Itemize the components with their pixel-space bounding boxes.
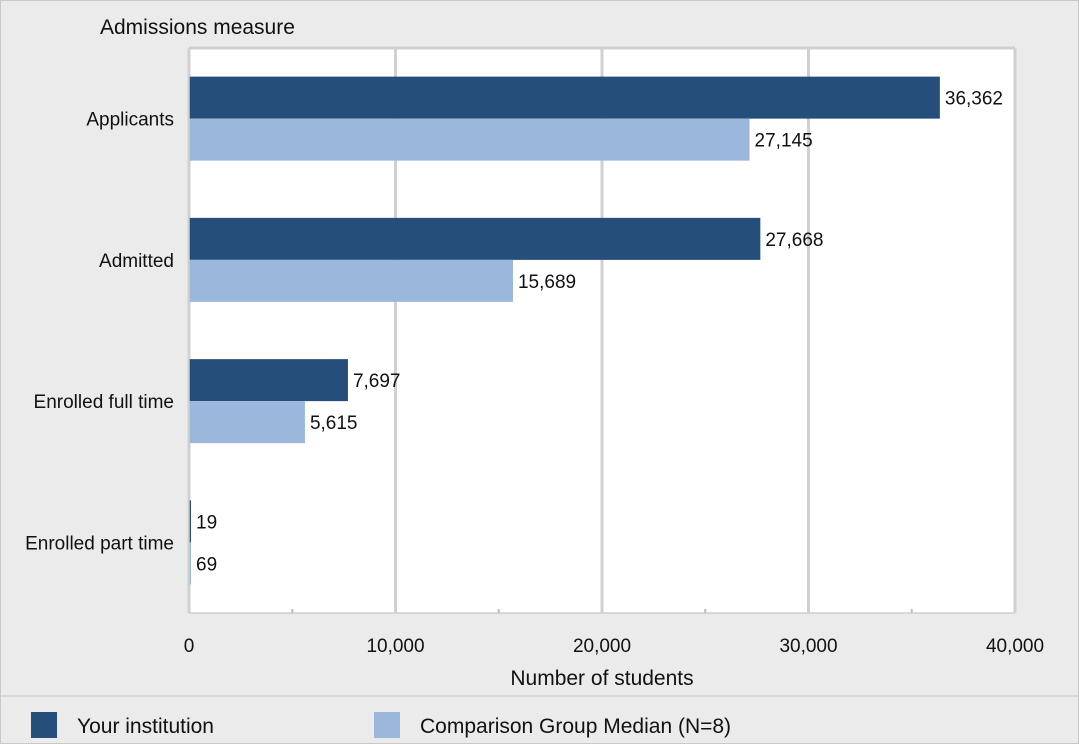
x-axis-title: Number of students	[510, 667, 693, 690]
bar-value-label-2-0: 7,697	[353, 371, 401, 392]
x-tick-label-0: 0	[184, 636, 195, 657]
chart-title: Admissions measure	[100, 16, 295, 39]
bar-labels-group: 36,362 27,145 27,668 15,689 7,697 5,615 19 69	[196, 89, 1003, 576]
category-label-1: Admitted	[99, 251, 174, 272]
legend: Your institution Comparison Group Median…	[31, 712, 731, 738]
bar-0-0	[189, 76, 940, 119]
category-label-0: Applicants	[86, 110, 174, 131]
bar-value-label-0-1: 27,145	[755, 131, 813, 152]
category-label-3: Enrolled part time	[25, 533, 174, 554]
bar-1-0	[189, 217, 761, 260]
x-tick-label-1: 10,000	[366, 636, 424, 657]
x-tick-label-3: 30,000	[779, 636, 837, 657]
bar-1-1	[189, 259, 513, 302]
bar-0-1	[189, 118, 750, 161]
bar-2-1	[189, 401, 305, 444]
bar-3-0	[189, 500, 191, 543]
bar-value-label-0-0: 36,362	[945, 89, 1003, 110]
legend-label-comparison-median: Comparison Group Median (N=8)	[420, 715, 731, 738]
x-tick-label-2: 20,000	[573, 636, 631, 657]
bar-3-1	[189, 542, 191, 585]
legend-label-your-institution: Your institution	[77, 715, 214, 738]
bar-value-label-2-1: 5,615	[310, 413, 358, 434]
bar-value-label-1-1: 15,689	[518, 272, 576, 293]
y-axis: Applicants Admitted Enrolled full time Enro…	[25, 48, 190, 613]
x-axis: 0 10,000 20,000 30,000 40,000	[184, 609, 1044, 657]
bar-value-label-3-1: 69	[196, 554, 217, 575]
bar-value-label-3-0: 19	[196, 512, 217, 533]
bar-value-label-1-0: 27,668	[765, 230, 823, 251]
x-tick-label-4: 40,000	[986, 636, 1044, 657]
category-label-2: Enrolled full time	[34, 392, 174, 413]
legend-swatch-comparison-median	[374, 712, 400, 738]
bars-group	[189, 76, 940, 585]
legend-swatch-your-institution	[31, 712, 57, 738]
bar-2-0	[189, 359, 348, 402]
